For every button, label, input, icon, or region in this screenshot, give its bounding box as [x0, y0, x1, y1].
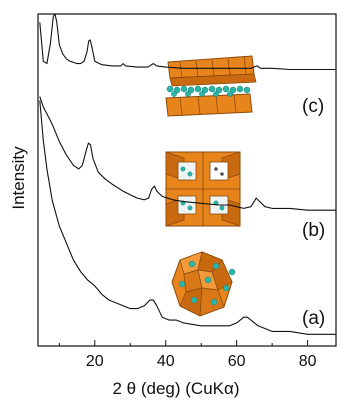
x-tick-label: 40 — [157, 353, 175, 370]
trace-labels: (c) (b) (a) — [302, 96, 325, 329]
spinel-structure-icon — [171, 251, 236, 317]
tunnel-structure-icon — [165, 151, 241, 227]
series-label-c: (c) — [302, 96, 324, 117]
x-axis-label: 2 θ (deg) (CuKα) — [113, 379, 240, 398]
plot-frame — [37, 13, 337, 347]
xrd-traces — [39, 13, 336, 335]
y-axis-label: Intensity — [9, 146, 28, 210]
series-line-c — [39, 13, 336, 71]
layered-structure-icon — [165, 55, 257, 117]
x-tick-label: 20 — [86, 353, 104, 370]
series-label-b: (b) — [302, 220, 325, 241]
structure-illustrations — [165, 55, 257, 317]
series-label-a: (a) — [302, 308, 325, 329]
x-tick-label: 80 — [299, 353, 317, 370]
series-line-a — [39, 100, 336, 335]
x-tick-label: 60 — [228, 353, 246, 370]
series-line-b — [39, 96, 336, 211]
x-ticks: 20 40 60 80 — [58, 340, 317, 370]
plot-area-border — [37, 13, 337, 347]
